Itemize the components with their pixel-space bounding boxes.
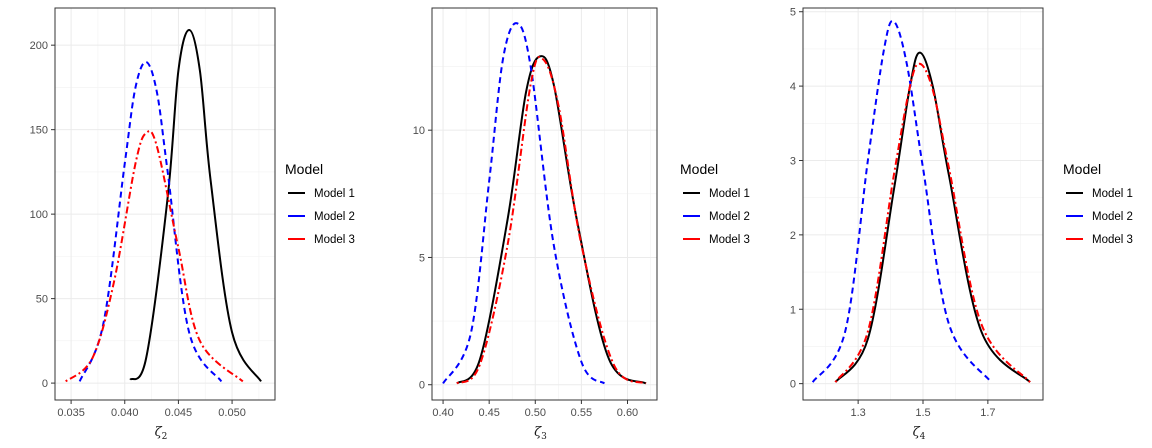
y-tick-label: 1 <box>790 304 796 316</box>
y-tick-label: 5 <box>790 7 796 19</box>
y-tick-label: 3 <box>790 155 796 167</box>
x-tick-label: 1.5 <box>915 407 930 419</box>
plot-background <box>432 8 657 400</box>
legend: Model Model 1 Model 2 Model 3 <box>285 161 355 246</box>
y-tick-label: 5 <box>419 252 425 264</box>
y-tick-label: 50 <box>36 294 48 306</box>
plot-background <box>55 8 275 400</box>
x-tick-label: 0.40 <box>432 407 453 419</box>
legend: Model Model 1 Model 2 Model 3 <box>1063 161 1133 246</box>
series-line-model-3 <box>65 130 244 383</box>
x-axis-title: ζ2 <box>155 425 168 442</box>
panel-border <box>54 7 276 401</box>
x-tick-label: 0.60 <box>617 407 638 419</box>
y-tick-label: 4 <box>790 81 796 93</box>
x-tick-label: 0.45 <box>478 407 499 419</box>
legend-label-2: Model 2 <box>314 211 355 223</box>
x-tick-label: 1.3 <box>850 407 865 419</box>
legend-title: Model <box>285 161 323 177</box>
x-tick-label: 0.50 <box>525 407 546 419</box>
series-line-model-2 <box>78 61 223 383</box>
chart-panel-1: 0.035 0.040 0.045 0.050050100150200ζ2ModelM… <box>30 7 355 442</box>
series-line-model-3 <box>834 62 1031 383</box>
x-tick-label: 0.040 <box>111 407 139 419</box>
series-line-model-1 <box>129 28 262 382</box>
x-tick-label: 0.045 <box>165 407 193 419</box>
y-tick-label: 0 <box>419 380 425 392</box>
legend-label-3: Model 3 <box>1092 234 1133 246</box>
x-axis-title: ζ3 <box>534 425 547 442</box>
y-tick-label: 200 <box>30 40 48 52</box>
series-line-model-2 <box>442 22 606 385</box>
legend-label-1: Model 1 <box>1092 188 1133 200</box>
series-line-model-2 <box>811 19 992 383</box>
x-tick-label: 0.050 <box>218 407 246 419</box>
y-tick-label: 100 <box>30 209 48 221</box>
legend-title: Model <box>680 161 718 177</box>
x-tick-label: 0.55 <box>571 407 592 419</box>
legend-label-1: Model 1 <box>314 188 355 200</box>
y-tick-label: 0 <box>42 378 48 390</box>
x-axis-title: ζ4 <box>913 425 926 442</box>
x-tick-label: 0.035 <box>57 407 85 419</box>
y-tick-label: 150 <box>30 125 48 137</box>
y-tick-label: 2 <box>790 230 796 242</box>
legend-label-2: Model 2 <box>1092 211 1133 223</box>
legend-label-1: Model 1 <box>709 188 750 200</box>
x-tick-label: 1.7 <box>980 407 995 419</box>
legend-label-2: Model 2 <box>709 211 750 223</box>
panel-border <box>431 7 658 401</box>
legend: Model Model 1 Model 2 Model 3 <box>680 161 750 246</box>
legend-label-3: Model 3 <box>314 234 355 246</box>
legend-title: Model <box>1063 161 1101 177</box>
y-tick-label: 10 <box>413 125 425 137</box>
legend-label-3: Model 3 <box>709 234 750 246</box>
series-line-model-3 <box>456 56 647 385</box>
series-line-model-1 <box>834 51 1031 383</box>
y-tick-label: 0 <box>790 379 796 391</box>
